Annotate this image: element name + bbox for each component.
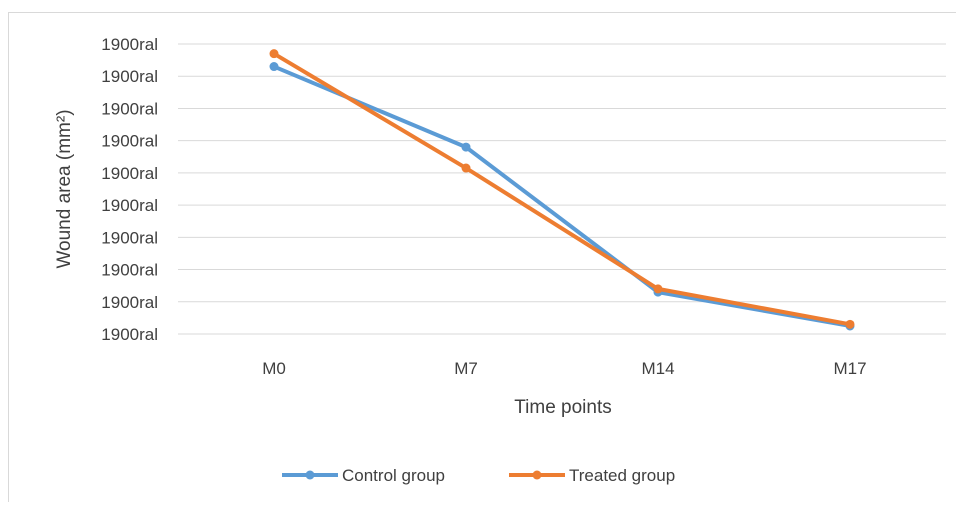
y-tick-label: 1900ral (101, 132, 158, 151)
data-point (461, 163, 471, 173)
y-tick-label: 1900ral (101, 261, 158, 280)
series-lines (269, 49, 855, 331)
x-tick-label: M0 (262, 359, 286, 378)
legend: Control group Treated group (282, 466, 675, 485)
data-point (269, 62, 279, 72)
y-tick-label: 1900ral (101, 164, 158, 183)
data-point (461, 142, 471, 152)
series-line (272, 51, 852, 327)
legend-marker (305, 470, 315, 480)
legend-item: Treated group (509, 466, 675, 485)
legend-label: Treated group (569, 466, 675, 485)
data-point (269, 49, 279, 59)
x-tick-label: M17 (833, 359, 866, 378)
y-tick-label: 1900ral (101, 293, 158, 312)
legend-marker (532, 470, 542, 480)
y-tick-label: 1900ral (101, 67, 158, 86)
gridlines (178, 43, 946, 335)
y-tick-label: 1900ral (101, 196, 158, 215)
legend-item: Control group (282, 466, 445, 485)
series-line (272, 64, 852, 328)
x-axis-title: Time points (514, 397, 612, 418)
chart-frame (8, 12, 956, 502)
x-tick-labels: M0 M7 M14 M17 (262, 359, 866, 378)
y-axis-title: Wound area (mm²) (54, 109, 75, 268)
x-tick-label: M7 (454, 359, 478, 378)
data-point (845, 319, 855, 329)
data-point (653, 284, 663, 294)
y-tick-label: 1900ral (101, 99, 158, 118)
y-tick-label: 1900ral (101, 35, 158, 54)
legend-label: Control group (342, 466, 445, 485)
y-tick-label: 1900ral (101, 325, 158, 344)
y-tick-label: 1900ral (101, 228, 158, 247)
y-tick-labels: 1900ral 1900ral 1900ral 1900ral 1900ral 1900r… (101, 35, 158, 344)
x-tick-label: M14 (641, 359, 674, 378)
series-treated-group (269, 49, 855, 329)
